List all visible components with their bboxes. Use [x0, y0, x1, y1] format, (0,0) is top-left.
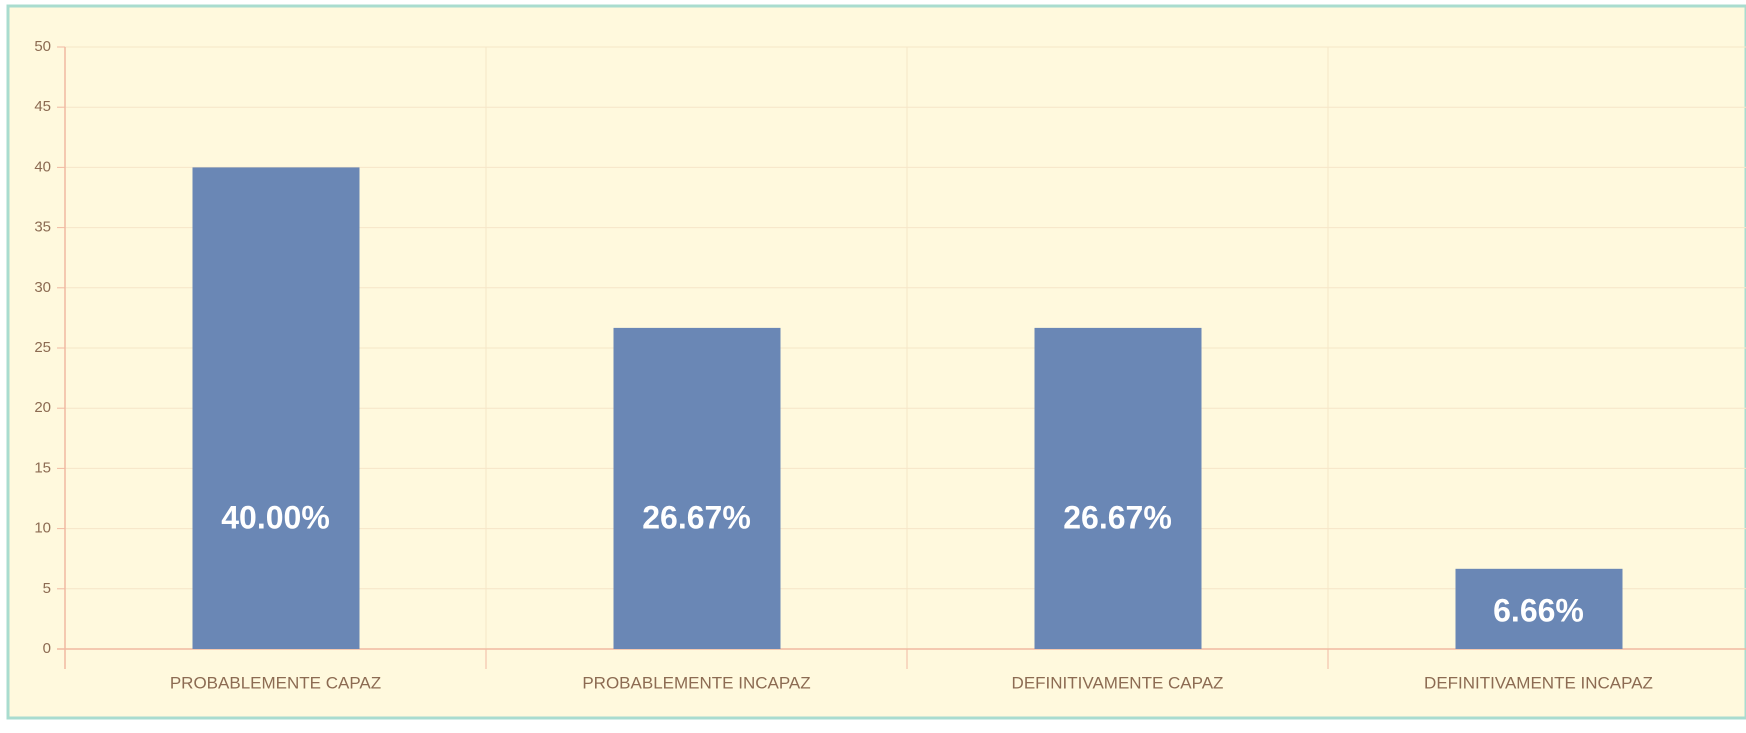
value-label: 26.67% — [642, 499, 751, 535]
y-tick-label: 25 — [34, 339, 51, 356]
bar — [613, 327, 781, 649]
y-tick-label: 5 — [43, 580, 51, 597]
y-tick-label: 30 — [34, 279, 51, 296]
bar — [192, 167, 360, 649]
bar — [1034, 327, 1202, 649]
y-tick-label: 35 — [34, 219, 51, 236]
bar — [1455, 568, 1623, 649]
y-tick-label: 10 — [34, 520, 51, 537]
y-tick-label: 15 — [34, 459, 51, 476]
y-tick-label: 45 — [34, 98, 51, 115]
y-tick-label: 50 — [34, 38, 51, 55]
y-tick-label: 40 — [34, 158, 51, 175]
value-label: 26.67% — [1063, 499, 1172, 535]
value-label: 6.66% — [1493, 592, 1584, 628]
value-label: 40.00% — [221, 499, 330, 535]
x-tick-label: PROBABLEMENTE CAPAZ — [170, 673, 381, 692]
x-tick-label: PROBABLEMENTE INCAPAZ — [582, 673, 810, 692]
y-tick-label: 0 — [43, 640, 51, 657]
x-tick-label: DEFINITIVAMENTE INCAPAZ — [1424, 673, 1653, 692]
y-tick-label: 20 — [34, 399, 51, 416]
x-tick-label: DEFINITIVAMENTE CAPAZ — [1012, 673, 1224, 692]
